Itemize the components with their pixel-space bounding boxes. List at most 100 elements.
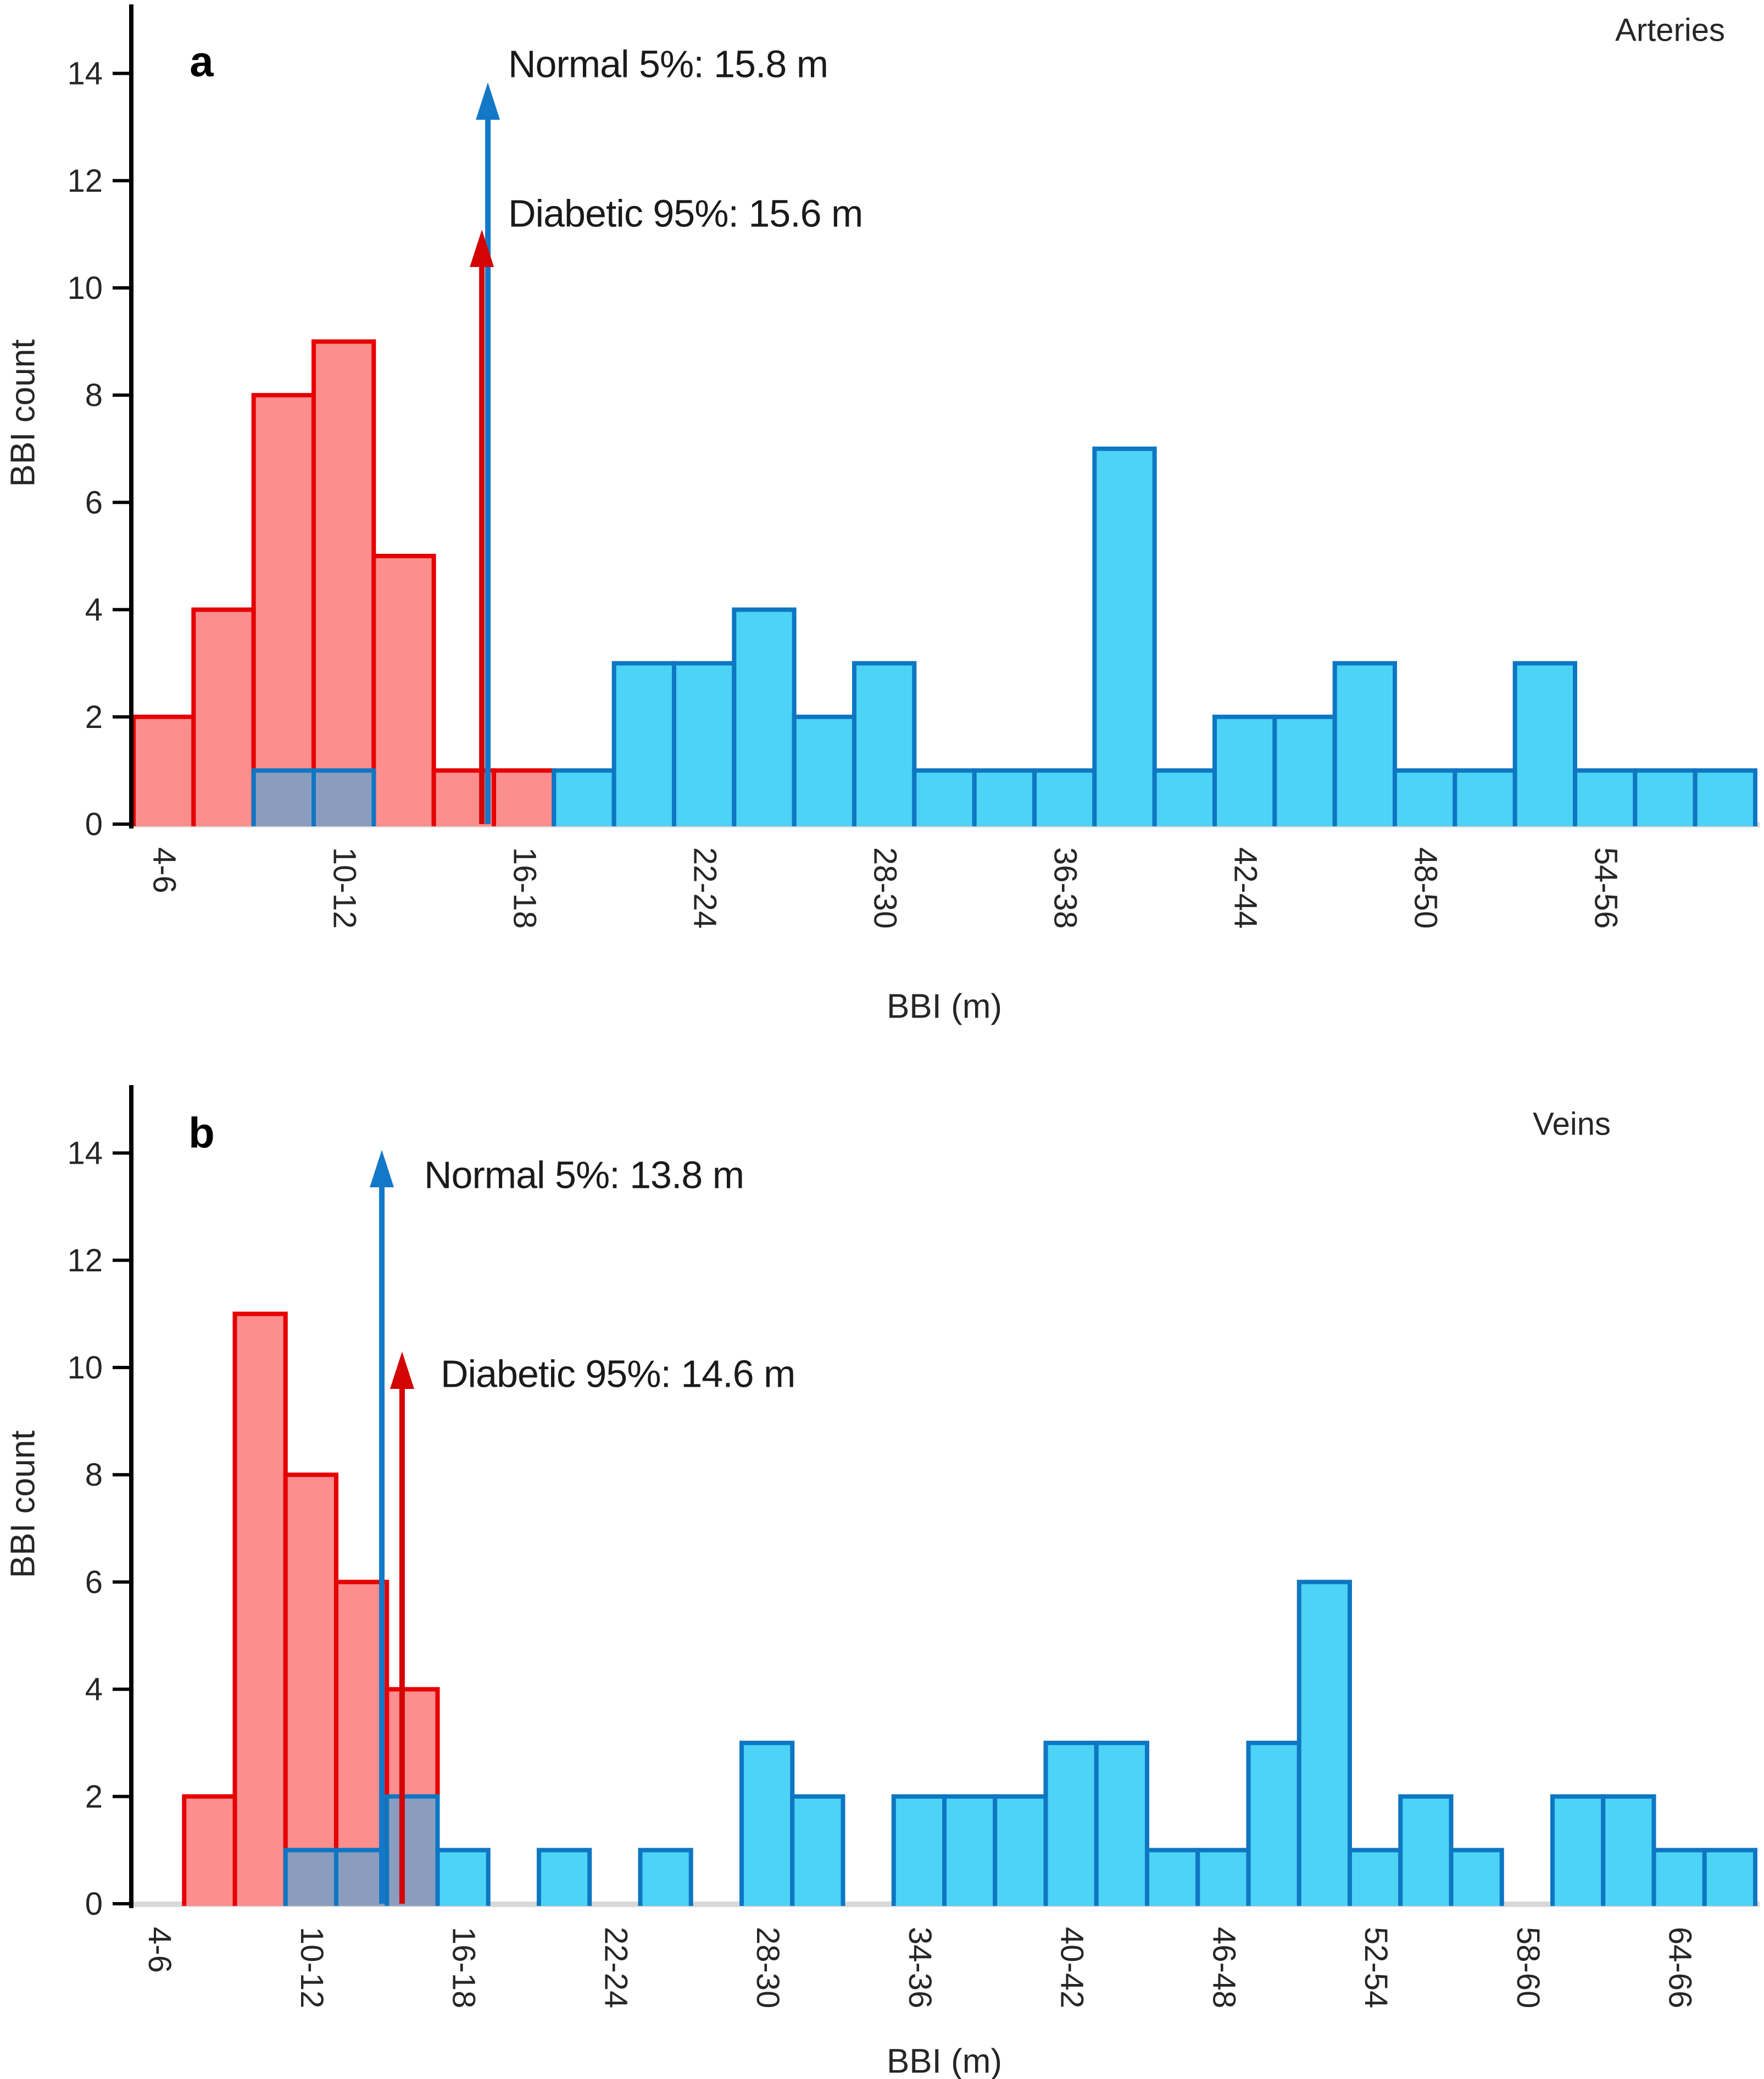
arrow-head-normal — [370, 1150, 394, 1187]
bar-overlap — [311, 768, 376, 826]
bar-normal — [1043, 1741, 1099, 1906]
y-tick-label: 6 — [85, 485, 103, 520]
y-tick-mark — [113, 71, 131, 75]
x-tick-label: 22-24 — [598, 1927, 633, 2008]
bar-normal — [1601, 1794, 1656, 1906]
bar-overlap — [251, 768, 316, 826]
bar-normal — [790, 1794, 845, 1906]
y-tick-label: 10 — [67, 1350, 103, 1386]
y-tick-mark — [113, 1366, 131, 1369]
bar-diabetic — [311, 339, 376, 826]
bar-diabetic — [283, 1472, 338, 1906]
panel-letter-b: b — [188, 1108, 215, 1157]
bar-normal — [792, 714, 856, 826]
arrow-head-diabetic — [389, 1352, 414, 1389]
y-tick-mark — [113, 501, 131, 504]
y-tick-mark — [113, 1794, 131, 1798]
bar-normal — [1633, 768, 1698, 826]
x-tick-label: 54-56 — [1588, 847, 1624, 929]
y-tick-label: 8 — [85, 1457, 103, 1493]
bar-normal — [1702, 1848, 1757, 1906]
bar-normal — [1651, 1848, 1707, 1906]
arrow-head-diabetic — [470, 230, 494, 267]
bar-normal — [1246, 1741, 1301, 1906]
panel-title-arteries: Arteries — [1615, 12, 1725, 48]
bar-normal — [1449, 1848, 1504, 1906]
y-tick-label: 0 — [85, 807, 103, 842]
y-tick-label: 12 — [67, 163, 103, 199]
bar-normal — [852, 661, 917, 826]
bar-normal — [993, 1794, 1048, 1906]
y-tick-label: 6 — [85, 1564, 103, 1600]
y-tick-mark — [113, 1687, 131, 1691]
arrow-shaft-normal — [485, 114, 491, 824]
x-tick-label: 40-42 — [1054, 1927, 1090, 2008]
y-tick-label: 14 — [67, 1136, 103, 1171]
bar-normal — [638, 1848, 693, 1906]
bar-normal — [1693, 768, 1757, 826]
x-tick-label: 46-48 — [1206, 1927, 1242, 2008]
panel-b: 0 2 4 6 8 10 12 14 4-6 10-12 16-18 22-24 28-30 34-36 4… — [67, 1085, 1760, 2008]
y-tick-mark — [113, 822, 131, 826]
y-tick-mark — [113, 715, 131, 719]
bar-normal — [1393, 768, 1457, 826]
bar-normal — [1398, 1794, 1454, 1906]
bar-normal — [1195, 1848, 1251, 1906]
bar-normal — [435, 1848, 491, 1906]
x-tick-label: 36-38 — [1048, 847, 1083, 929]
y-tick-label: 12 — [67, 1243, 103, 1278]
x-axis-title-a: BBI (m) — [886, 987, 1003, 1026]
bar-normal — [1296, 1580, 1352, 1906]
annotation-diabetic-95pct-arteries: Diabetic 95%: 15.6 m — [508, 192, 863, 235]
annotation-normal-5pct-veins: Normal 5%: 13.8 m — [424, 1153, 744, 1197]
y-tick-mark — [113, 286, 131, 290]
y-tick-mark — [113, 393, 131, 397]
y-axis-line — [129, 4, 133, 829]
y-tick-mark — [113, 179, 131, 182]
bar-diabetic — [191, 607, 256, 826]
x-tick-label: 16-18 — [507, 847, 543, 929]
bar-overlap — [283, 1848, 338, 1906]
bar-normal — [1145, 1848, 1200, 1906]
annotation-normal-5pct-arteries: Normal 5%: 15.8 m — [508, 42, 828, 86]
x-axis-title-b: BBI (m) — [886, 2042, 1003, 2079]
arrow-head-normal — [476, 82, 500, 120]
bar-normal — [1212, 714, 1277, 826]
x-tick-label: 28-30 — [867, 847, 903, 929]
bar-normal — [1272, 714, 1337, 826]
bar-diabetic — [182, 1794, 237, 1906]
x-tick-label: 52-54 — [1358, 1927, 1394, 2008]
panel-title-veins: Veins — [1533, 1106, 1611, 1142]
y-tick-mark — [113, 608, 131, 612]
y-tick-mark — [113, 1473, 131, 1477]
bar-normal — [672, 661, 737, 826]
y-tick-label: 4 — [85, 592, 103, 628]
arrow-shaft-diabetic — [399, 1383, 405, 1904]
x-tick-label: 48-50 — [1408, 847, 1444, 929]
x-tick-label: 22-24 — [687, 847, 723, 929]
annotation-diabetic-95pct-veins: Diabetic 95%: 14.6 m — [441, 1352, 795, 1396]
y-tick-label: 14 — [67, 56, 103, 92]
arrow-shaft-diabetic — [479, 262, 485, 824]
bar-normal — [739, 1741, 795, 1906]
bar-diabetic — [251, 393, 316, 826]
y-tick-label: 2 — [85, 1779, 103, 1815]
bar-diabetic — [232, 1311, 288, 1906]
bar-normal — [972, 768, 1037, 826]
y-tick-label: 10 — [67, 270, 103, 306]
y-axis-title-a: BBI count — [4, 339, 42, 487]
bar-overlap — [385, 1794, 440, 1906]
y-tick-label: 2 — [85, 699, 103, 735]
bar-diabetic — [492, 768, 557, 826]
x-tick-label: 10-12 — [327, 847, 363, 929]
x-tick-label: 64-66 — [1662, 1927, 1698, 2008]
bar-normal — [1092, 446, 1157, 826]
bar-normal — [1032, 768, 1097, 826]
panel-letter-a: a — [190, 37, 214, 86]
bar-normal — [537, 1848, 592, 1906]
x-tick-label: 4-6 — [142, 1927, 177, 1973]
x-tick-label: 4-6 — [147, 847, 182, 893]
y-tick-mark — [113, 1580, 131, 1584]
bar-normal — [1453, 768, 1517, 826]
